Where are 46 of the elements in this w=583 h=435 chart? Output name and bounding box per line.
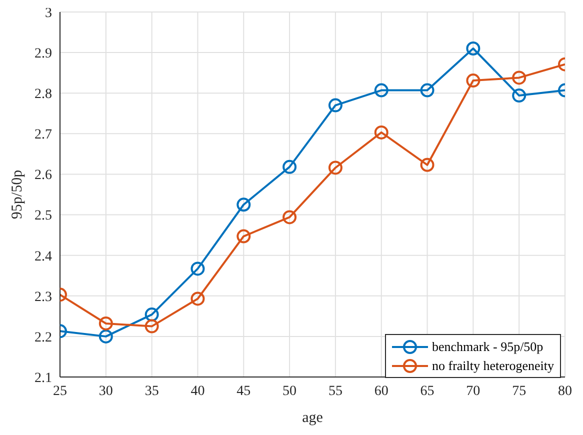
point [98, 316, 113, 330]
point [98, 329, 113, 344]
point [420, 83, 434, 98]
x-tick-label: 40 [190, 384, 205, 399]
point [328, 98, 342, 112]
x-tick-label: 75 [512, 384, 526, 399]
point [374, 125, 388, 140]
x-tick-label: 70 [466, 384, 480, 399]
legend-label: benchmark - 95p/50p [432, 338, 544, 354]
point [236, 229, 251, 244]
y-tick-label: 2.9 [34, 46, 52, 62]
point [420, 158, 434, 172]
y-tick-label: 2.1 [34, 370, 52, 386]
y-tick-label: 2.3 [34, 290, 52, 305]
x-tick-label: 65 [420, 384, 434, 399]
x-tick-label: 55 [328, 384, 342, 399]
point [374, 83, 388, 98]
y-tick-label: 2.6 [34, 168, 52, 184]
x-tick-label: 25 [53, 384, 67, 399]
point [190, 292, 205, 306]
point [144, 308, 159, 322]
legend-label: no frailty heterogeneity [432, 358, 554, 374]
point [236, 198, 251, 212]
point [282, 210, 297, 224]
point [512, 70, 526, 85]
y-tick-label: 2.7 [34, 128, 52, 143]
point [190, 262, 205, 276]
y-tick-label: 3 [45, 6, 52, 21]
point [466, 42, 480, 56]
point [144, 319, 159, 334]
point [466, 74, 480, 88]
x-tick-label: 45 [236, 384, 251, 399]
point [282, 160, 297, 174]
y-axis-title: 95p/50p [9, 170, 26, 220]
x-tick-label: 80 [558, 384, 572, 399]
y-tick-label: 2.2 [34, 330, 52, 346]
point [328, 160, 342, 175]
y-tick-label: 2.4 [34, 249, 52, 264]
x-tick-label: 60 [374, 384, 388, 399]
point [512, 88, 526, 103]
x-axis-title: age [302, 410, 324, 426]
x-tick-label: 35 [144, 384, 159, 399]
y-tick-label: 2.5 [34, 208, 52, 224]
y-tick-label: 2.8 [34, 87, 52, 102]
x-tick-label: 50 [282, 384, 297, 399]
x-tick-label: 30 [98, 384, 113, 399]
